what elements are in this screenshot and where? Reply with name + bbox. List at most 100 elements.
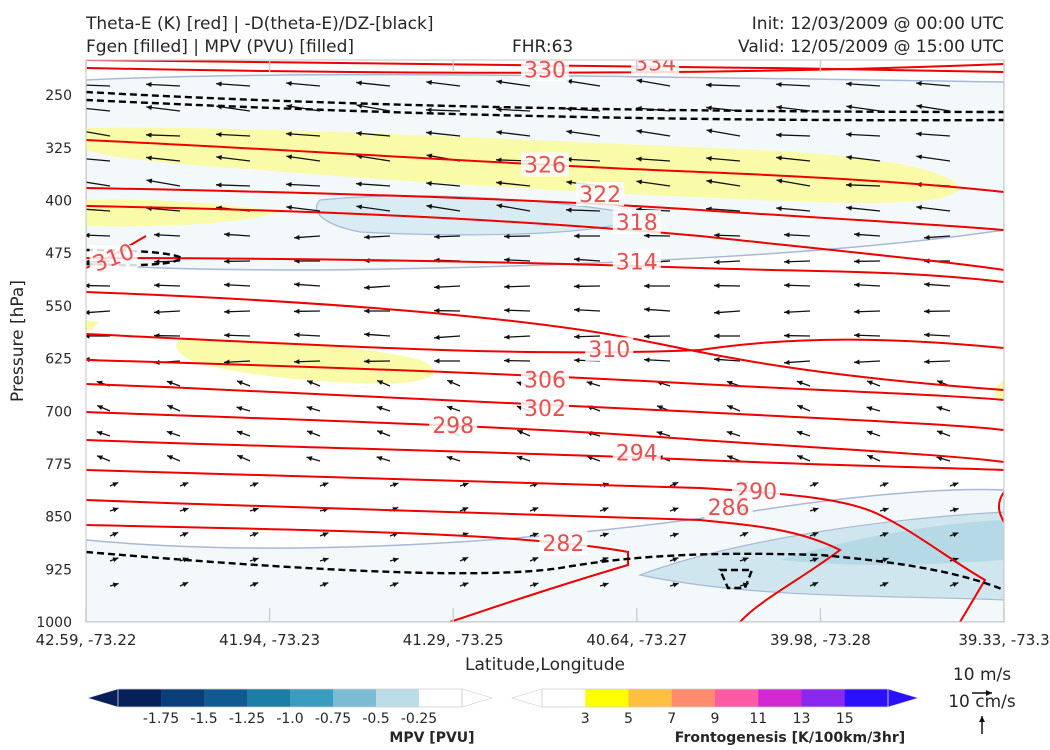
wind-vector (426, 79, 461, 87)
y-tick-label: 1000 (36, 615, 72, 631)
colorbar-tick-label: -1.0 (276, 711, 303, 727)
frontogenesis-colorbar-label: Frontogenesis [K/100km/3hr] (675, 730, 905, 746)
contour-label: 310 (588, 338, 630, 363)
theta-e-contour-line (86, 499, 842, 622)
wind-vector (854, 282, 881, 288)
wind-vector (306, 430, 321, 437)
wind-vector (504, 257, 531, 263)
wind-vector (496, 203, 531, 212)
wind-vector (636, 156, 671, 162)
colorbar-extend-left (86, 688, 119, 708)
wind-vector (809, 531, 819, 537)
colorbar-tick-label: -1.75 (143, 711, 179, 727)
colorbar-tick-label: -1.5 (190, 711, 217, 727)
wind-vector (566, 129, 601, 137)
wind-vector (249, 507, 259, 513)
wind-vector (496, 106, 531, 113)
wind-vector (96, 455, 111, 462)
wind-vector (924, 282, 951, 288)
contour-label-bg (576, 181, 625, 206)
wind-vector (846, 205, 881, 212)
wind-vector (389, 582, 399, 588)
wind-vector (86, 309, 111, 315)
wind-vector (879, 581, 889, 587)
y-tick-label: 700 (45, 404, 72, 420)
colorbar-swatch (204, 689, 248, 707)
wind-vector (916, 131, 951, 137)
wind-vector (529, 582, 539, 588)
colorbar-swatch (419, 689, 463, 707)
wind-vector (503, 233, 531, 239)
wind-vector (496, 79, 531, 87)
wind-vector (294, 282, 321, 288)
wind-vector (376, 456, 391, 462)
wind-vector (776, 205, 811, 212)
wind-vector (713, 232, 741, 238)
wind-vector (166, 454, 181, 462)
wind-vector (643, 233, 671, 239)
wind-vector (643, 333, 671, 339)
wind-vector (286, 204, 321, 212)
forecast-hour: FHR:63 (512, 37, 574, 57)
wind-vector (433, 234, 461, 240)
wind-vector (376, 430, 391, 437)
theta-e-contour-line (997, 491, 1004, 523)
wind-vector (516, 429, 531, 437)
wind-vector (949, 507, 959, 513)
wind-vector (376, 405, 391, 412)
contour-label: 282 (542, 532, 584, 557)
wind-vector (286, 103, 321, 112)
wind-vector (775, 132, 811, 138)
wind-vector (86, 107, 111, 112)
colorbar-tick-label: -1.25 (229, 711, 265, 727)
wind-vector (726, 455, 741, 462)
wind-vector (319, 582, 329, 588)
title-line-2: Fgen [filled] | MPV (PVU) [filled] (86, 37, 355, 57)
colorbar-swatch (247, 689, 291, 707)
wind-vector (739, 531, 749, 537)
wind-vector (923, 308, 951, 314)
wind-vector (599, 507, 609, 513)
wind-vector (179, 482, 189, 488)
mpv-colorbar: -1.75 -1.5 -1.25 -1.0 -0.75 -0.5 -0.25 (86, 688, 494, 727)
colorbar-swatch (376, 689, 420, 707)
contour-label: 286 (708, 496, 750, 521)
wind-vector (86, 208, 111, 212)
wind-vector (146, 178, 181, 187)
contour-label: 298 (432, 414, 474, 439)
wind-vector (783, 282, 811, 288)
wind-vector (574, 257, 601, 263)
wind-vector (669, 532, 679, 538)
y-tick-label: 250 (45, 88, 72, 104)
colorbar-tick-label: 13 (793, 711, 811, 727)
wind-vector (86, 181, 111, 187)
wind-vector (459, 582, 469, 588)
wind-vector (179, 531, 189, 537)
wind-vector (216, 131, 251, 138)
wind-vector (433, 308, 461, 314)
wind-vector (179, 507, 189, 513)
contour-label-bg (704, 495, 753, 520)
wind-vector (109, 507, 119, 513)
colorbar-swatch (542, 689, 586, 707)
wind-vector (726, 430, 741, 437)
wind-vector (363, 358, 391, 364)
wind-vector (846, 154, 881, 162)
wind-vector (356, 204, 391, 212)
theta-e-contour-line (86, 333, 1004, 354)
wind-vector (916, 154, 951, 162)
wind-vector (636, 128, 671, 137)
wind-vector (784, 232, 811, 238)
wind-vector (109, 557, 119, 563)
contour-label: 322 (579, 183, 621, 208)
wind-vector (496, 180, 531, 187)
wind-vector (364, 332, 391, 338)
colorbar-tick-label: 5 (624, 711, 633, 727)
colorbar-swatch (585, 689, 629, 707)
colorbar-swatch (801, 689, 846, 707)
wind-vector (109, 531, 119, 537)
init-time: Init: 12/03/2009 @ 00:00 UTC (751, 14, 1004, 34)
colorbar-swatch (118, 689, 162, 707)
dthetae-dz-contour-line (86, 90, 1004, 114)
